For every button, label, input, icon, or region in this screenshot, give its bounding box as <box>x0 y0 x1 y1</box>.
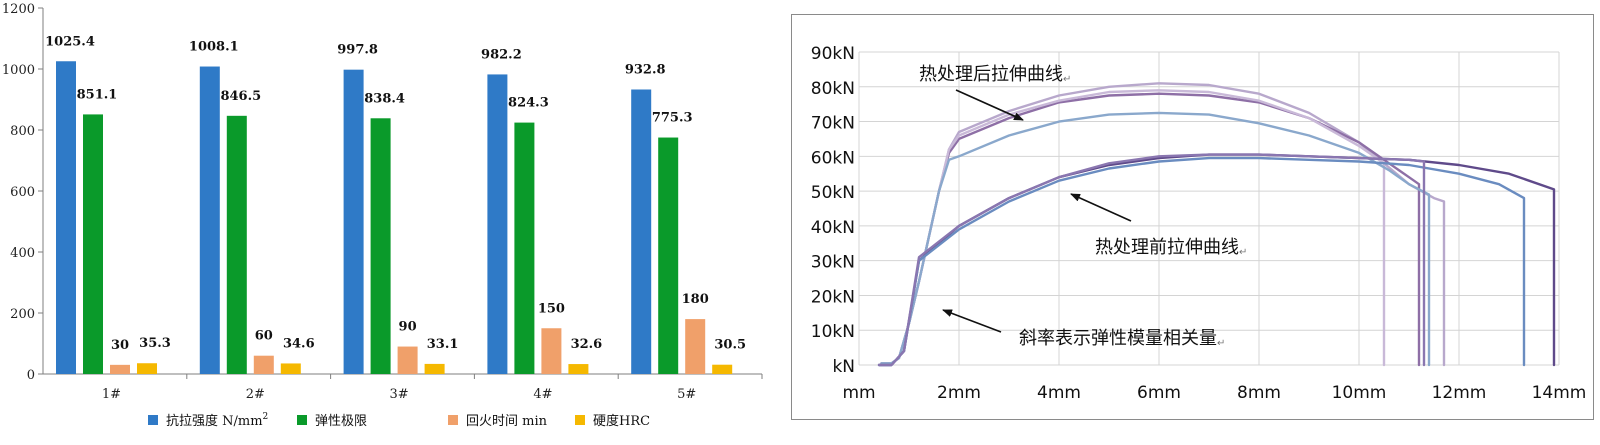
legend-label: 抗拉强度 N/mm2 <box>166 412 268 429</box>
bar <box>487 74 508 374</box>
bar-data-label: 982.2 <box>481 47 522 62</box>
bar-data-label: 30.5 <box>714 338 746 353</box>
bar-chart-axes: 0 200 400 600 800 1000 1200 1# 2# 3# 4# 5# <box>2 2 763 402</box>
bar <box>199 66 220 374</box>
bar <box>424 363 445 374</box>
bar <box>712 364 733 374</box>
legend-label: 回火时间 min <box>466 414 548 429</box>
y-tick-label: 0 <box>27 368 35 383</box>
curve-annotations: 热处理后拉伸曲线↵ 热处理前拉伸曲线↵ 斜率表示弹性模量相关量↵ <box>919 64 1247 349</box>
bar-data-label: 1025.4 <box>45 34 95 49</box>
bar-data-label: 35.3 <box>139 336 171 351</box>
bar <box>631 89 652 374</box>
tensile-curve-panel <box>791 14 1594 420</box>
legend-swatch <box>575 415 585 425</box>
bar-data-label: 32.6 <box>571 337 603 352</box>
x-tick-label: 4mm <box>1037 383 1081 403</box>
tensile-curve-after <box>880 111 1431 367</box>
annotation-arrow <box>955 89 1024 121</box>
x-tick-label: 4# <box>533 387 552 402</box>
y-tick-label: 1200 <box>2 2 35 17</box>
bar-data-label: 838.4 <box>364 91 405 106</box>
y-tick-label: 70kN <box>811 114 855 134</box>
x-tick-label: 2mm <box>937 383 981 403</box>
tensile-curve-before <box>877 153 1426 367</box>
y-tick-label: 80kN <box>811 79 855 99</box>
bar-data-label: 180 <box>682 292 709 307</box>
y-tick-label: 600 <box>10 185 35 200</box>
annotation-arrow <box>942 309 1002 333</box>
bar <box>541 328 562 374</box>
bar <box>568 364 589 374</box>
y-tick-label: kN <box>832 357 855 377</box>
legend-swatch <box>297 415 307 425</box>
bar <box>514 122 535 374</box>
y-tick-label: 200 <box>10 307 35 322</box>
bar <box>56 61 76 375</box>
y-tick-label: 20kN <box>811 287 855 307</box>
bar-data-label: 851.1 <box>77 87 118 102</box>
y-tick-label: 40kN <box>811 218 855 238</box>
bar <box>253 355 274 374</box>
bar <box>685 319 706 374</box>
x-tick-label: 12mm <box>1432 383 1487 403</box>
bar-data-label: 824.3 <box>508 96 549 111</box>
bar-data-label: 34.6 <box>283 336 315 351</box>
bar <box>370 118 391 375</box>
bar <box>280 363 301 374</box>
curve-grid <box>858 51 1560 366</box>
x-tick-label: 3# <box>390 387 409 402</box>
curve-lines <box>877 82 1556 367</box>
bar <box>137 363 157 374</box>
bar-chart-bars: 1025.4 851.1 30 35.3 1008.1 846.5 60 34.6 997.8 8… <box>45 34 746 375</box>
y-tick-label: 1000 <box>2 63 35 78</box>
bar <box>226 115 247 374</box>
y-tick-label: 800 <box>10 124 35 139</box>
x-tick-label: 1# <box>102 387 121 402</box>
bar <box>397 346 418 374</box>
bar <box>658 137 679 374</box>
y-tick-label: 50kN <box>811 183 855 203</box>
tensile-curve-chart: kN 10kN 20kN 30kN 40kN 50kN 60kN 70kN 80kN 90kN mm… <box>811 44 1587 403</box>
y-tick-label: 90kN <box>811 44 855 64</box>
bar-data-label: 60 <box>255 329 273 344</box>
bar-data-label: 150 <box>538 301 565 316</box>
x-tick-label: 6mm <box>1137 383 1181 403</box>
x-tick-label: 5# <box>677 387 696 402</box>
bar-data-label: 1008.1 <box>189 40 239 55</box>
bar <box>110 364 130 374</box>
bar-data-label: 90 <box>399 320 417 335</box>
bar-chart: 0 200 400 600 800 1000 1200 1# 2# 3# 4# 5# 1025.4 85… <box>2 2 763 429</box>
annotation-label: 斜率表示弹性模量相关量↵ <box>1019 328 1225 349</box>
annotation-arrow <box>1070 193 1132 222</box>
legend-swatch <box>148 415 158 425</box>
legend-label: 弹性极限 <box>315 414 367 429</box>
annotation-label: 热处理后拉伸曲线↵ <box>919 64 1071 85</box>
y-tick-label: 60kN <box>811 148 855 168</box>
legend-swatch <box>448 415 458 425</box>
bar-data-label: 997.8 <box>337 43 378 58</box>
bar-data-label: 846.5 <box>220 89 261 104</box>
y-tick-label: 30kN <box>811 253 855 273</box>
bar-data-label: 30 <box>111 338 129 353</box>
bar-data-label: 775.3 <box>652 111 693 126</box>
annotation-label: 热处理前拉伸曲线↵ <box>1095 237 1247 258</box>
bar <box>83 114 103 375</box>
bar-chart-legend: 抗拉强度 N/mm2 弹性极限 回火时间 min 硬度HRC <box>148 412 650 429</box>
bar-data-label: 33.1 <box>427 337 459 352</box>
y-tick-label: 400 <box>10 246 35 261</box>
bar <box>343 69 364 375</box>
bar-data-label: 932.8 <box>625 62 666 77</box>
x-tick-label: 10mm <box>1332 383 1387 403</box>
x-tick-label: 2# <box>246 387 265 402</box>
x-tick-label: mm <box>842 383 875 403</box>
x-tick-label: 8mm <box>1237 383 1281 403</box>
tensile-curve-after <box>880 82 1446 367</box>
x-tick-label: 14mm <box>1532 383 1587 403</box>
curve-ticks: kN 10kN 20kN 30kN 40kN 50kN 60kN 70kN 80kN 90kN mm… <box>811 44 1587 403</box>
y-tick-label: 10kN <box>811 322 855 342</box>
legend-label: 硬度HRC <box>593 413 650 429</box>
